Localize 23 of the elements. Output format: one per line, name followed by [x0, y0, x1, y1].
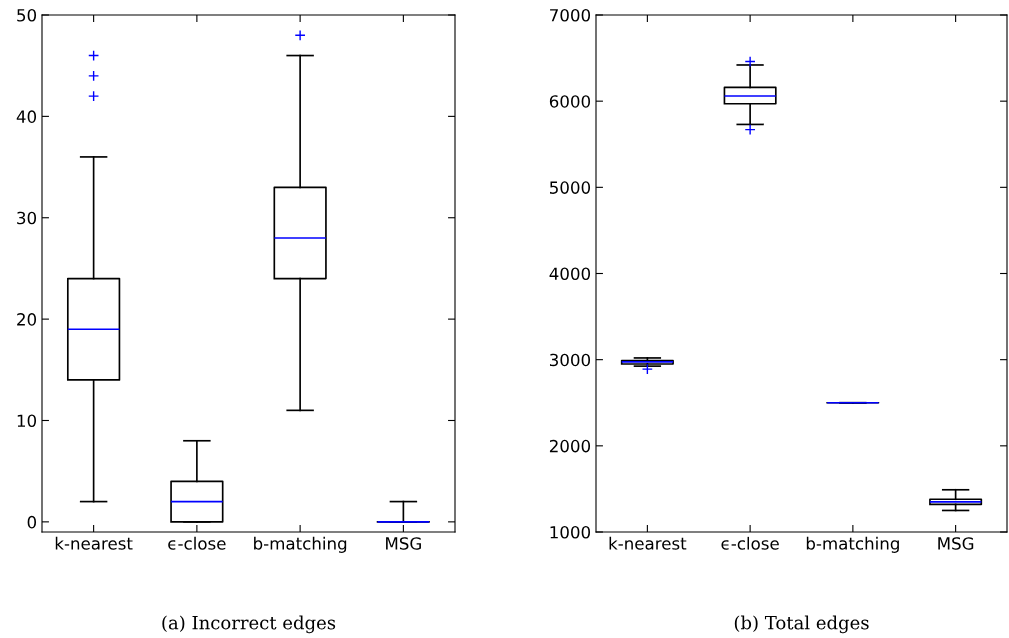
y-tick-label: 10	[17, 414, 37, 428]
x-tick-label: MSG	[938, 537, 974, 550]
y-tick-label: 30	[17, 211, 37, 225]
x-tick-label: b-matching	[254, 536, 347, 553]
y-tick-label: 4000	[549, 267, 591, 281]
y-tick-label: 40	[16, 110, 37, 123]
x-tick-label: ϵ-close	[721, 536, 779, 550]
x-axis-title: (a) Incorrect edges	[162, 615, 336, 634]
x-tick-label: ϵ-close	[168, 536, 226, 550]
x-tick-label: k-nearest	[609, 536, 687, 550]
y-tick-label: 2000	[549, 439, 591, 453]
y-tick-label: 1000	[550, 525, 591, 539]
y-tick-label: 3000	[549, 353, 591, 367]
y-tick-label: 0	[27, 515, 37, 529]
x-axis-title: (b) Total edges	[734, 615, 869, 634]
y-tick-label: 20	[17, 313, 37, 326]
x-tick-label: k-nearest	[55, 536, 133, 550]
y-tick-label: 50	[17, 8, 37, 22]
y-tick-label: 6000	[549, 95, 591, 108]
y-tick-label: 7000	[550, 8, 591, 22]
x-tick-label: b-matching	[806, 536, 899, 553]
x-tick-label: MSG	[386, 537, 421, 550]
y-tick-label: 5000	[550, 181, 591, 194]
